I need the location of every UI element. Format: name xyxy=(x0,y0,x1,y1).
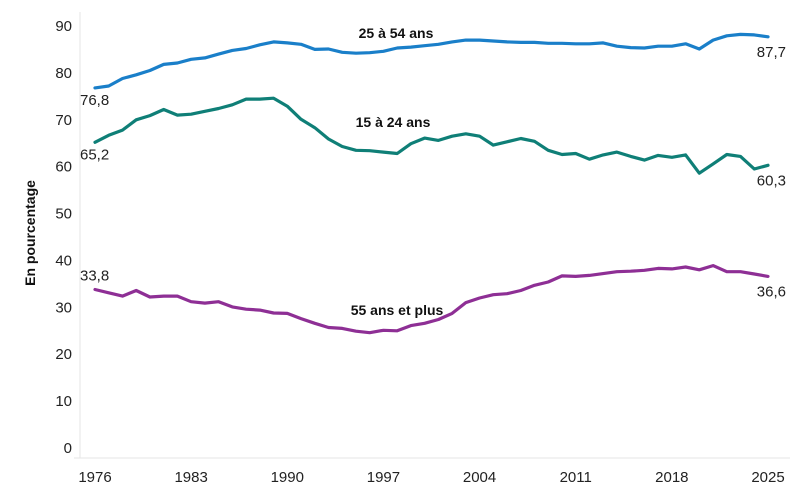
y-tick-label: 50 xyxy=(55,206,72,223)
y-tick-label: 10 xyxy=(55,393,72,410)
end-value-label: 36,6 xyxy=(757,283,786,300)
y-tick-label: 90 xyxy=(55,18,72,35)
y-tick-label: 40 xyxy=(55,252,72,269)
series-line xyxy=(93,32,770,90)
start-value-label: 33,8 xyxy=(80,268,109,285)
x-tick-label: 2011 xyxy=(560,469,592,486)
y-tick-label: 70 xyxy=(55,112,72,129)
series-name-label: 15 à 24 ans xyxy=(356,114,431,130)
y-tick-label: 20 xyxy=(55,346,72,363)
series-line xyxy=(93,96,770,175)
end-value-label: 87,7 xyxy=(757,44,786,61)
x-tick-label: 2004 xyxy=(463,469,496,486)
series-name-label: 25 à 54 ans xyxy=(359,25,434,41)
y-tick-label: 80 xyxy=(55,65,72,82)
x-tick-label: 1997 xyxy=(367,469,400,486)
series-line xyxy=(93,264,770,335)
y-axis-label: En pourcentage xyxy=(22,180,38,286)
x-tick-label: 1990 xyxy=(271,469,304,486)
start-value-label: 76,8 xyxy=(80,92,109,109)
x-tick-label: 1983 xyxy=(174,469,207,486)
series-name-label: 55 ans et plus xyxy=(351,302,444,318)
y-tick-label: 30 xyxy=(55,299,72,316)
end-value-label: 60,3 xyxy=(757,172,786,189)
y-tick-label: 0 xyxy=(64,440,72,457)
y-tick-label: 60 xyxy=(55,159,72,176)
x-tick-label: 1976 xyxy=(78,469,111,486)
x-tick-label: 2025 xyxy=(751,469,784,486)
start-value-label: 65,2 xyxy=(80,146,109,163)
x-tick-label: 2018 xyxy=(655,469,688,486)
